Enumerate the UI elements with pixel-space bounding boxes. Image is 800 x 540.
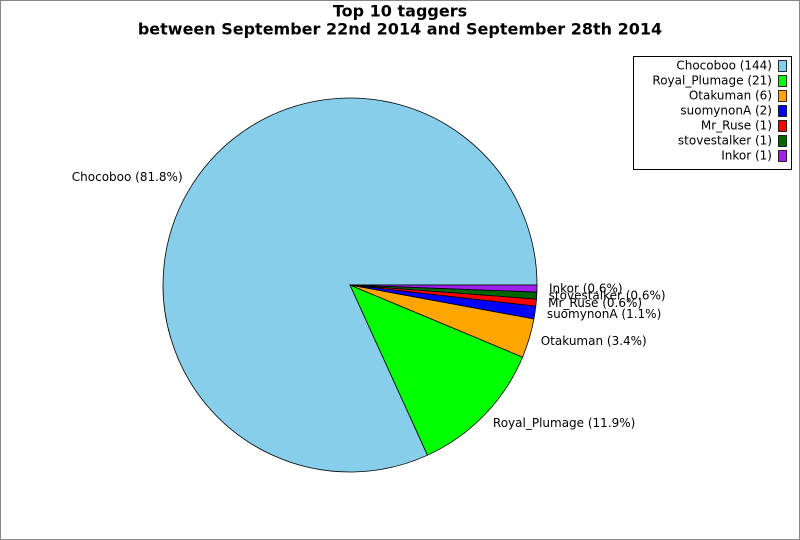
pie-slice [349,284,538,293]
legend-swatch [778,60,787,72]
legend-swatch [778,135,787,147]
pie-slice [349,284,524,456]
chart-subtitle: between September 22nd 2014 and Septembe… [138,20,662,39]
legend-label: Royal_Plumage (21) [652,74,772,88]
slice-label: Inkor (0.6%) [549,281,623,295]
slice-label: Chocoboo (81.8%) [72,170,183,184]
legend-label: Inkor (1) [721,149,772,163]
legend-label: Chocoboo (144) [676,59,772,73]
slice-label: Royal_Plumage (11.9%) [493,416,635,430]
slice-label: suomynonA (1.1%) [547,307,661,321]
legend-box [633,56,792,170]
legend-label: stovestalker (1) [678,134,772,148]
legend-swatch [778,105,787,117]
chart-title: Top 10 taggers [333,2,467,21]
legend-swatch [778,150,787,162]
slice-label: stovestalker (0.6%) [549,289,666,303]
legend-swatch [778,120,787,132]
legend-label: Mr_Ruse (1) [701,119,772,133]
legend-label: Otakuman (6) [689,89,772,103]
slice-label: Otakuman (3.4%) [541,334,647,348]
slice-label: Mr_Ruse (0.6%) [548,296,642,310]
legend-label: suomynonA (2) [680,104,772,118]
legend-swatch [778,75,787,87]
legend-swatch [778,90,787,102]
